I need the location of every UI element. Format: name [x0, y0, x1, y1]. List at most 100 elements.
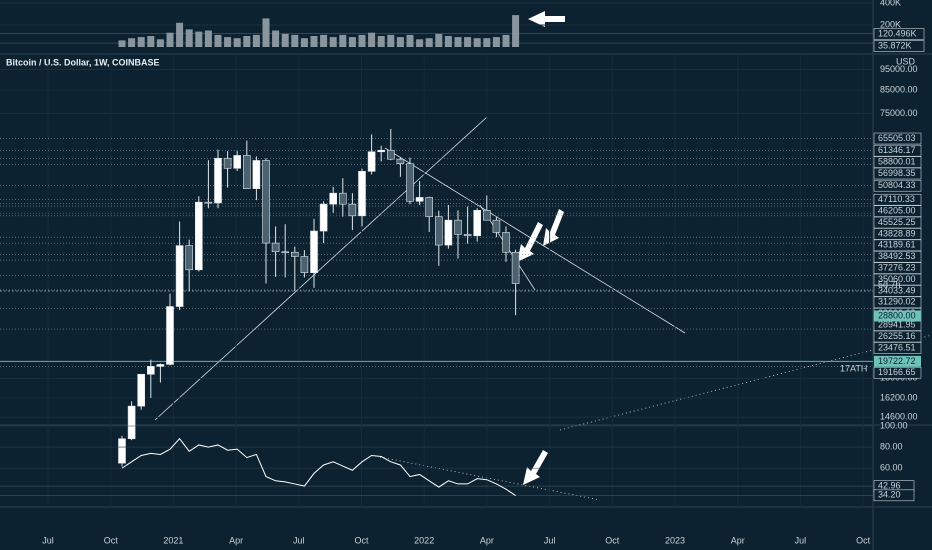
level-label: 47110.33: [878, 194, 915, 204]
y-tick-label: 85000.00: [880, 85, 918, 95]
volume-bar: [368, 32, 376, 47]
x-tick-label: 2021: [163, 535, 183, 545]
level-label: 31290.02: [878, 297, 916, 307]
candle-body: [386, 149, 395, 160]
volume-bar: [348, 37, 356, 47]
level-label: 19722.72: [878, 356, 916, 366]
candle-body: [406, 163, 414, 202]
volume-bar: [176, 22, 184, 47]
candle-body: [338, 192, 347, 205]
candle-body: [290, 251, 299, 257]
x-tick-label: Oct: [856, 535, 871, 545]
volume-bar: [291, 34, 299, 47]
level-label: 28941.95: [878, 320, 916, 330]
volume-bar: [416, 39, 424, 47]
level-label-box: [873, 366, 922, 379]
volume-bar: [329, 37, 337, 47]
candle-body: [310, 230, 318, 273]
level-label: 38492.53: [878, 251, 916, 261]
candle-body: [271, 242, 280, 253]
level-label: 43828.89: [878, 228, 916, 238]
level-label: 26255.16: [878, 331, 916, 341]
volume-level-label: 35.872K: [878, 40, 912, 50]
x-tick-label: Apr: [229, 535, 243, 545]
candle-body: [252, 160, 261, 189]
level-label-box: [873, 216, 922, 229]
candle-body: [396, 158, 405, 165]
level-label: 58800.01: [878, 156, 916, 166]
level-label: 56998.35: [878, 168, 916, 178]
level-label: 46205.00: [878, 206, 916, 216]
arrow: [543, 209, 564, 246]
level-label: 45525.25: [878, 217, 916, 227]
volume-bar: [156, 39, 164, 47]
level-label: 34033.49: [878, 285, 916, 295]
level-label: 23476.51: [878, 342, 916, 352]
volume-bar: [483, 38, 491, 47]
level-label-box: [873, 273, 922, 286]
candle-body: [415, 197, 424, 202]
level-label-box: [873, 239, 922, 252]
level-label: 61346.17: [878, 145, 916, 155]
candle-body: [425, 197, 434, 217]
candle-body: [243, 155, 251, 189]
volume-bar: [243, 36, 251, 47]
candle-body: [156, 364, 165, 367]
x-tick-label: Oct: [605, 535, 620, 545]
candle-body: [185, 245, 193, 271]
volume-bar: [435, 33, 443, 47]
currency-label: USD: [896, 56, 916, 66]
candle-body: [262, 160, 270, 244]
candle-body: [233, 155, 241, 169]
volume-bar: [262, 18, 270, 47]
candle-body: [204, 201, 213, 204]
level-label-box: [873, 296, 922, 309]
volume-bar: [185, 29, 193, 47]
level-label-box: [873, 193, 922, 206]
level-label-box: [874, 355, 921, 367]
volume-bar: [464, 37, 472, 47]
countdown: 5d 7h: [878, 279, 901, 289]
candle-body: [348, 203, 357, 217]
volume-bar: [118, 40, 126, 47]
volume-bar: [473, 38, 481, 47]
x-tick-label: Apr: [480, 535, 494, 545]
candle-body: [195, 201, 203, 271]
volume-bar: [387, 34, 395, 47]
level-label-box: [873, 132, 922, 145]
rsi-tick-label: 100.00: [880, 420, 908, 430]
trend-line: [154, 116, 488, 421]
chart-title: Bitcoin / U.S. Dollar, 1W, COINBASE: [6, 57, 160, 67]
volume-bar: [320, 34, 328, 47]
candle-body: [444, 219, 453, 246]
candle-body: [473, 210, 482, 237]
volume-bar: [300, 38, 308, 47]
x-tick-label: Oct: [104, 535, 119, 545]
volume-bar: [444, 36, 452, 47]
volume-level-box: [873, 28, 925, 40]
volume-bar: [425, 38, 433, 47]
candle-body: [214, 157, 222, 204]
level-label: 50804.33: [878, 180, 916, 190]
y-tick-label: 16200.00: [880, 392, 918, 402]
level-label-box: [873, 285, 922, 297]
arrow: [523, 450, 548, 485]
level-label: 43189.61: [878, 240, 916, 250]
candle-body: [492, 219, 501, 233]
volume-bar: [166, 32, 174, 47]
candle-body: [367, 151, 376, 172]
candle-body: [223, 157, 232, 169]
level-label-box: [873, 330, 922, 343]
volume-bar: [233, 38, 241, 47]
candle-body: [502, 232, 510, 253]
volume-bar: [281, 33, 289, 47]
rsi-level-label: 34.20: [878, 490, 901, 500]
candle-body: [300, 256, 309, 273]
level-label-box: [873, 205, 922, 217]
candle-body: [511, 251, 520, 284]
trend-line: [379, 456, 601, 501]
level-label-box: [873, 228, 922, 240]
volume-bar: [128, 38, 136, 47]
volume-level-box: [873, 40, 925, 52]
